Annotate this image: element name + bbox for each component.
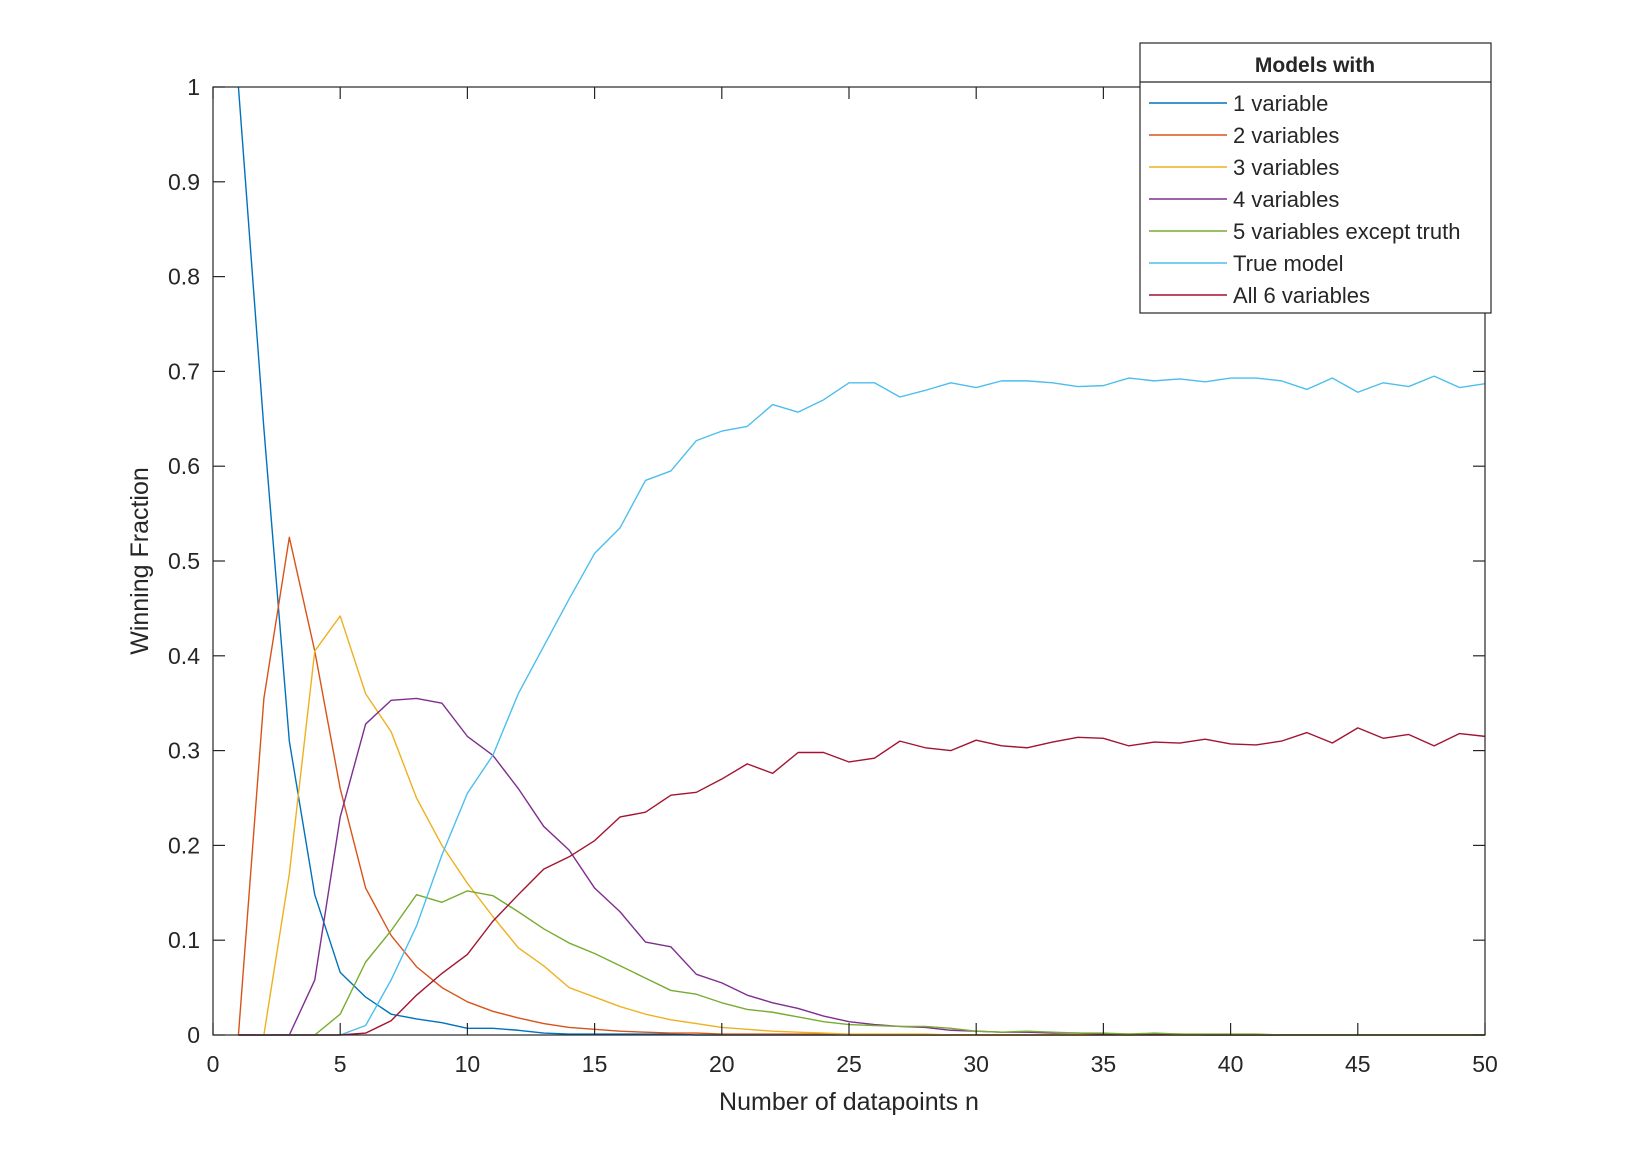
legend-label: 3 variables	[1233, 155, 1339, 180]
x-tick-label: 15	[582, 1051, 608, 1077]
x-tick-label: 0	[207, 1051, 220, 1077]
legend-label: All 6 variables	[1233, 283, 1370, 308]
legend: Models with 1 variable 2 variables 3 varia…	[1139, 42, 1492, 314]
x-tick-label: 45	[1345, 1051, 1371, 1077]
x-tick-label: 25	[836, 1051, 862, 1077]
x-axis-label: Number of datapoints n	[719, 1088, 979, 1116]
y-tick-label: 0.3	[168, 738, 200, 764]
legend-label: 1 variable	[1233, 91, 1328, 116]
y-tick-label: 0.6	[168, 453, 200, 479]
x-tick-label: 40	[1218, 1051, 1244, 1077]
y-tick-label: 0.7	[168, 358, 200, 384]
y-tick-label: 0.9	[168, 169, 200, 195]
legend-title: Models with	[1255, 54, 1375, 77]
y-tick-label: 0.8	[168, 264, 200, 290]
x-tick-label: 30	[963, 1051, 989, 1077]
legend-label: 5 variables except truth	[1233, 219, 1460, 244]
x-tick-label: 20	[709, 1051, 735, 1077]
x-tick-label: 50	[1472, 1051, 1498, 1077]
series-line-7	[238, 727, 1486, 1036]
legend-box	[1139, 42, 1492, 314]
tick-layer: 0 5 10 15 20 25 30 35 40 45 50 0 0.1 0.2 0.3 0.4 0.5 0.6 0…	[168, 74, 1498, 1077]
y-tick-label: 0.4	[168, 643, 200, 669]
y-tick-label: 0	[187, 1022, 200, 1048]
x-tick-label: 5	[334, 1051, 347, 1077]
y-axis-label: Winning Fraction	[126, 467, 154, 655]
legend-label: True model	[1233, 251, 1343, 276]
x-tick-label: 10	[455, 1051, 481, 1077]
series-line-6	[238, 375, 1486, 1036]
legend-items: 1 variable 2 variables 3 variables 4 variab…	[1149, 91, 1460, 308]
y-tick-label: 1	[187, 74, 200, 100]
x-tick-label: 35	[1091, 1051, 1117, 1077]
y-tick-label: 0.1	[168, 927, 200, 953]
legend-label: 4 variables	[1233, 187, 1339, 212]
legend-label: 2 variables	[1233, 123, 1339, 148]
y-tick-label: 0.2	[168, 832, 200, 858]
y-tick-label: 0.5	[168, 548, 200, 574]
